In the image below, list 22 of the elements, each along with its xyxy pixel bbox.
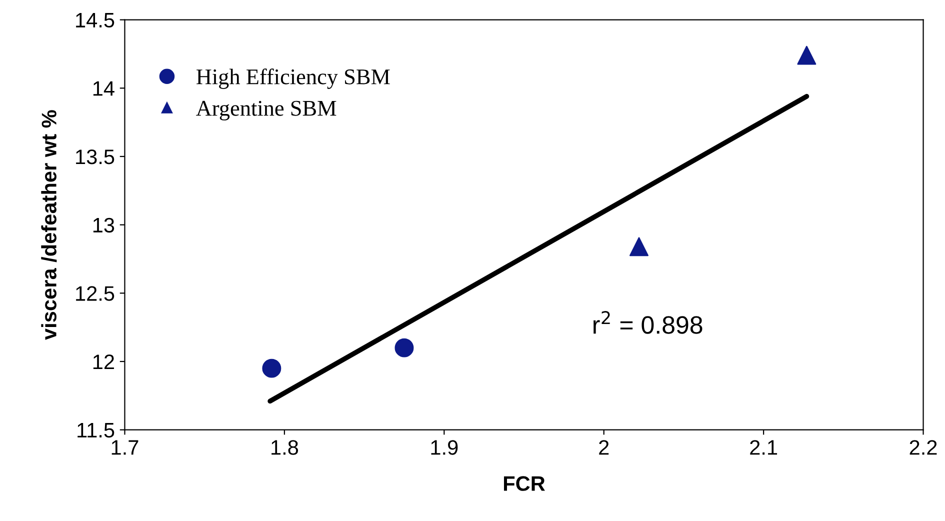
y-tick-label: 12.5 (76, 286, 114, 301)
y-axis-title: viscera /defeather wt % (41, 110, 57, 340)
x-tick-label: 1.7 (112, 440, 138, 455)
point (394, 338, 414, 358)
y-tick-label: 13.5 (76, 149, 114, 164)
x-tick-label: 2.1 (750, 440, 778, 455)
point (630, 237, 648, 256)
y-tick-label: 14.5 (76, 13, 114, 28)
y-tick-label: 14 (93, 81, 114, 96)
point (797, 46, 816, 65)
y-tick-label: 13 (93, 218, 114, 233)
point (262, 358, 282, 378)
legend-label: High Efficiency SBM (196, 68, 390, 89)
annotation: r$^{2}$ = 0.898 (594, 311, 702, 334)
legend-label: Argentine SBM (196, 100, 336, 120)
x-tick-label: 2 (599, 440, 609, 455)
x-tick-label: 1.9 (431, 440, 458, 455)
x-axis-title: FCR (504, 476, 545, 491)
y-tick-label: 11.5 (78, 423, 114, 438)
x-tick-label: 1.8 (272, 440, 298, 455)
y-tick-label: 12 (93, 354, 114, 370)
x-tick-label: 2.2 (910, 440, 937, 455)
